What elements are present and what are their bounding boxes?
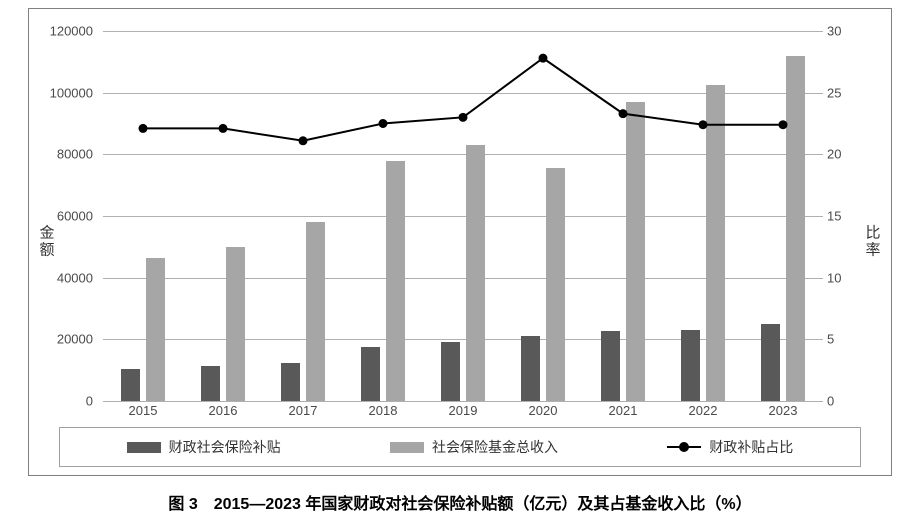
line-layer	[103, 31, 823, 401]
x-tick: 2017	[273, 403, 333, 418]
x-tick: 2016	[193, 403, 253, 418]
legend-label-fund: 社会保险基金总收入	[432, 437, 558, 457]
legend-item-subsidy: 财政社会保险补贴	[127, 437, 281, 457]
y1-tick: 40000	[33, 270, 93, 285]
ratio-marker	[699, 120, 708, 129]
ratio-marker	[299, 136, 308, 145]
legend-swatch-ratio	[667, 441, 701, 453]
legend-item-ratio: 财政补贴占比	[667, 437, 793, 457]
chart-frame: 金额 比率 020000400006000080000100000120000 …	[28, 8, 892, 476]
ratio-line	[143, 58, 783, 141]
y2-tick: 5	[827, 332, 867, 347]
x-tick: 2018	[353, 403, 413, 418]
y1-tick: 80000	[33, 147, 93, 162]
y2-tick: 10	[827, 270, 867, 285]
y1-tick: 0	[33, 394, 93, 409]
legend: 财政社会保险补贴 社会保险基金总收入 财政补贴占比	[59, 427, 861, 467]
ratio-marker	[779, 120, 788, 129]
legend-swatch-subsidy	[127, 442, 161, 453]
y1-tick: 120000	[33, 24, 93, 39]
x-tick: 2019	[433, 403, 493, 418]
ratio-marker	[219, 124, 228, 133]
ratio-marker	[539, 54, 548, 63]
y2-tick: 25	[827, 85, 867, 100]
y1-axis-title: 金额	[39, 226, 55, 259]
ratio-marker	[379, 119, 388, 128]
y2-axis-title: 比率	[865, 226, 881, 259]
y2-tick: 20	[827, 147, 867, 162]
x-tick: 2023	[753, 403, 813, 418]
y1-tick: 60000	[33, 209, 93, 224]
x-tick: 2015	[113, 403, 173, 418]
x-tick: 2021	[593, 403, 653, 418]
plot-area	[103, 31, 823, 401]
legend-label-ratio: 财政补贴占比	[709, 437, 793, 457]
ratio-marker	[459, 113, 468, 122]
x-tick: 2022	[673, 403, 733, 418]
ratio-marker	[139, 124, 148, 133]
legend-swatch-fund	[390, 442, 424, 453]
legend-item-fund: 社会保险基金总收入	[390, 437, 558, 457]
figure-caption: 图 3 2015—2023 年国家财政对社会保险补贴额（亿元）及其占基金收入比（…	[0, 490, 920, 514]
y2-tick: 30	[827, 24, 867, 39]
y1-tick: 100000	[33, 85, 93, 100]
x-tick: 2020	[513, 403, 573, 418]
y2-tick: 15	[827, 209, 867, 224]
y2-tick: 0	[827, 394, 867, 409]
ratio-marker	[619, 109, 628, 118]
y1-tick: 20000	[33, 332, 93, 347]
legend-label-subsidy: 财政社会保险补贴	[169, 437, 281, 457]
